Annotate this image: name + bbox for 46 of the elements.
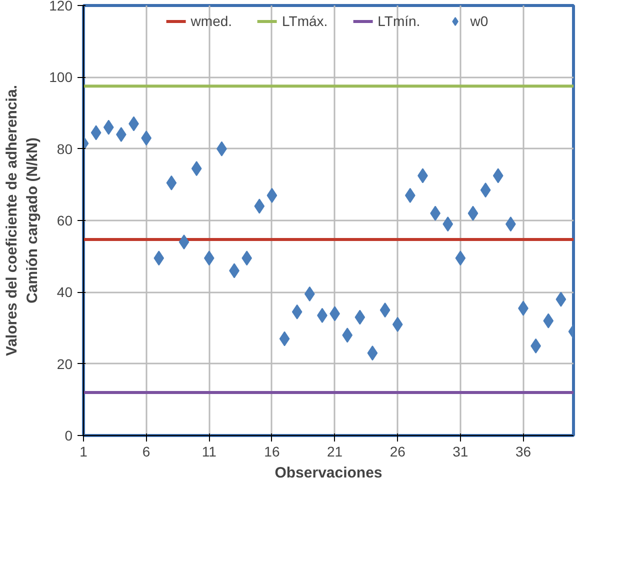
y-tick-label: 60 <box>56 212 73 228</box>
legend-label: LTmáx. <box>282 13 328 29</box>
point <box>204 250 214 266</box>
point <box>292 304 302 320</box>
x-tick-label: 1 <box>80 444 88 460</box>
legend-label: LTmín. <box>378 13 420 29</box>
legend-label: wmed. <box>190 13 232 29</box>
y-tick-label: 40 <box>56 284 73 300</box>
y-tick-label: 20 <box>56 356 73 372</box>
point <box>342 328 353 343</box>
x-tick-label: 11 <box>202 444 217 460</box>
y-tick-label: 120 <box>49 0 73 14</box>
point <box>191 161 202 176</box>
point <box>367 346 378 361</box>
y-tick-label: 100 <box>49 69 73 86</box>
point <box>492 168 504 184</box>
point <box>480 182 491 198</box>
point <box>116 127 126 142</box>
point <box>166 175 177 190</box>
x-tick-label: 26 <box>390 444 406 460</box>
point <box>556 292 566 307</box>
x-tick-label: 36 <box>515 444 532 460</box>
point <box>266 188 278 203</box>
point <box>468 206 478 221</box>
point <box>254 198 265 214</box>
y-tick-label: 80 <box>56 140 73 157</box>
point <box>392 316 403 332</box>
point <box>178 234 190 250</box>
point <box>455 250 466 266</box>
point <box>103 120 114 135</box>
x-tick-label: 6 <box>142 444 150 460</box>
point <box>442 216 454 232</box>
x-tick-label: 16 <box>264 444 280 460</box>
y-axis-title: Valores del coeficiente de adherencia. Camión cargado (N/kN) <box>4 85 42 356</box>
point <box>380 302 390 318</box>
y-tick-label: 0 <box>64 428 73 444</box>
legend-label: w0 <box>470 13 490 29</box>
point <box>543 313 554 328</box>
x-axis-title: Observaciones <box>274 464 382 482</box>
point <box>279 331 290 346</box>
x-tick-label: 31 <box>452 444 468 460</box>
point <box>304 286 315 302</box>
point <box>90 125 102 140</box>
point <box>154 250 164 266</box>
x-tick-label: 21 <box>326 444 343 460</box>
point <box>354 310 366 325</box>
